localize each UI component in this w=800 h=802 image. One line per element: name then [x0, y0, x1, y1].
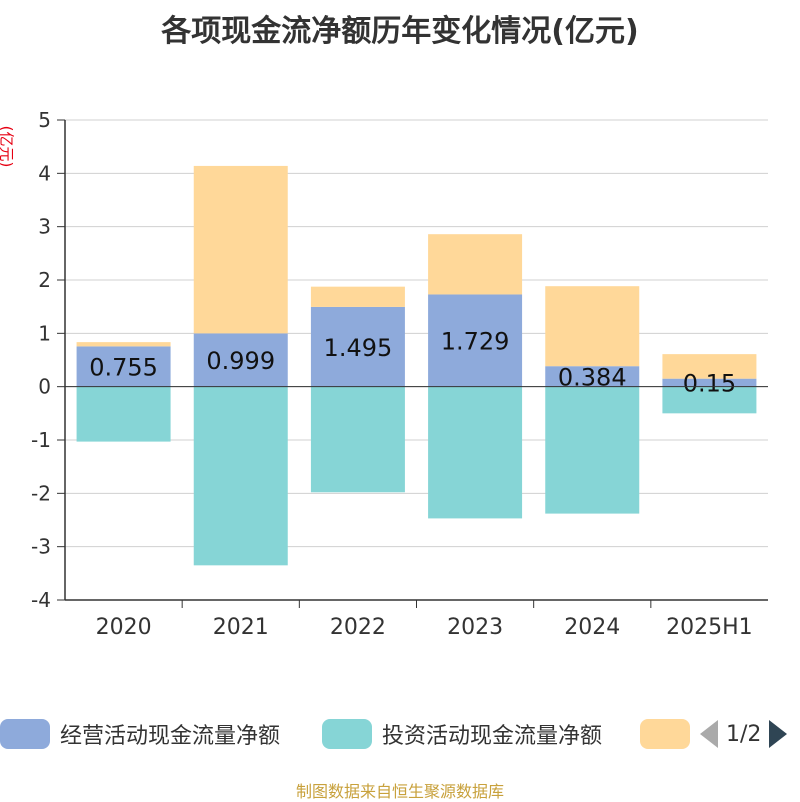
- bar-2021-series-2[interactable]: [193, 165, 288, 334]
- y-tick-label: 2: [38, 268, 51, 292]
- bar-2022-series-0[interactable]: [310, 306, 405, 387]
- legend-swatch-operating: [0, 719, 50, 749]
- bar-2024-series-1[interactable]: [545, 386, 640, 514]
- legend-label-investing: 投资活动现金流量净额: [382, 724, 603, 749]
- bar-2021-series-0[interactable]: [193, 333, 288, 387]
- data-label-2024: 0.384: [558, 363, 627, 391]
- legend-label-operating: 经营活动现金流量净额: [60, 724, 281, 749]
- chart-title: 各项现金流净额历年变化情况(亿元): [161, 14, 639, 49]
- legend-prev-arrow-icon[interactable]: [700, 720, 718, 748]
- y-tick-label: 5: [38, 108, 51, 132]
- y-tick-label: -3: [31, 535, 51, 559]
- y-tick-label: -2: [31, 481, 51, 505]
- x-tick-label: 2025H1: [666, 615, 753, 640]
- bar-2020-series-0[interactable]: [76, 346, 171, 387]
- x-tick-label: 2020: [96, 615, 152, 640]
- data-labels: 0.755 0.999 1.495 1.729 0.384 0.15: [89, 328, 736, 398]
- data-source-note: 制图数据来自恒生聚源数据库: [295, 782, 504, 801]
- x-tick-label: 2024: [564, 615, 620, 640]
- y-tick-label: 0: [38, 375, 51, 399]
- y-axis-ticks: 5 4 3 2 1 0 -1 -2 -3 -4: [31, 108, 65, 612]
- data-label-2021: 0.999: [206, 347, 275, 375]
- bar-2025H1-series-0[interactable]: [662, 378, 757, 387]
- data-label-2025H1: 0.15: [683, 370, 736, 398]
- y-tick-label: -4: [31, 588, 51, 612]
- legend-item-investing[interactable]: 投资活动现金流量净额: [322, 714, 602, 754]
- legend-page-indicator: 1/2: [726, 721, 762, 747]
- x-tick-label: 2023: [447, 615, 503, 640]
- bar-2020-series-1[interactable]: [76, 386, 171, 442]
- bar-2020-series-2[interactable]: [76, 342, 171, 347]
- y-tick-label: 4: [38, 161, 51, 185]
- bars: [76, 165, 757, 566]
- bar-2025H1-series-1[interactable]: [662, 386, 757, 414]
- bar-2025H1-series-2[interactable]: [662, 354, 757, 379]
- bar-2024-series-0[interactable]: [545, 366, 640, 387]
- legend: 经营活动现金流量净额 投资活动现金流量净额: [0, 714, 800, 754]
- bar-2021-series-1[interactable]: [193, 386, 288, 566]
- legend-swatch-financing: [640, 719, 690, 749]
- bar-2024-series-2[interactable]: [545, 286, 640, 367]
- y-tick-label: 3: [38, 215, 51, 239]
- bar-chart: 5 4 3 2 1 0 -1 -2 -3 -4 0.755 0.999 1.495 1.729 0.384…: [31, 108, 768, 640]
- x-tick-label: 2022: [330, 615, 386, 640]
- data-label-2022: 1.495: [324, 334, 393, 362]
- bar-2022-series-2[interactable]: [310, 286, 405, 307]
- y-tick-label: 1: [38, 321, 51, 345]
- data-label-2023: 1.729: [441, 328, 510, 356]
- y-tick-label: -1: [31, 428, 51, 452]
- bar-2023-series-0[interactable]: [428, 294, 523, 387]
- legend-item-financing[interactable]: [640, 714, 700, 754]
- data-label-2020: 0.755: [89, 354, 158, 382]
- bar-2022-series-1[interactable]: [310, 386, 405, 493]
- x-axis-ticks: 2020 2021 2022 2023 2024 2025H1: [96, 600, 753, 640]
- legend-next-arrow-icon[interactable]: [769, 720, 788, 748]
- legend-pager: 1/2: [700, 714, 788, 754]
- legend-swatch-investing: [322, 719, 372, 749]
- x-tick-label: 2021: [213, 615, 269, 640]
- bar-2023-series-1[interactable]: [428, 386, 523, 519]
- legend-item-operating[interactable]: 经营活动现金流量净额: [0, 714, 280, 754]
- bar-2023-series-2[interactable]: [428, 234, 523, 295]
